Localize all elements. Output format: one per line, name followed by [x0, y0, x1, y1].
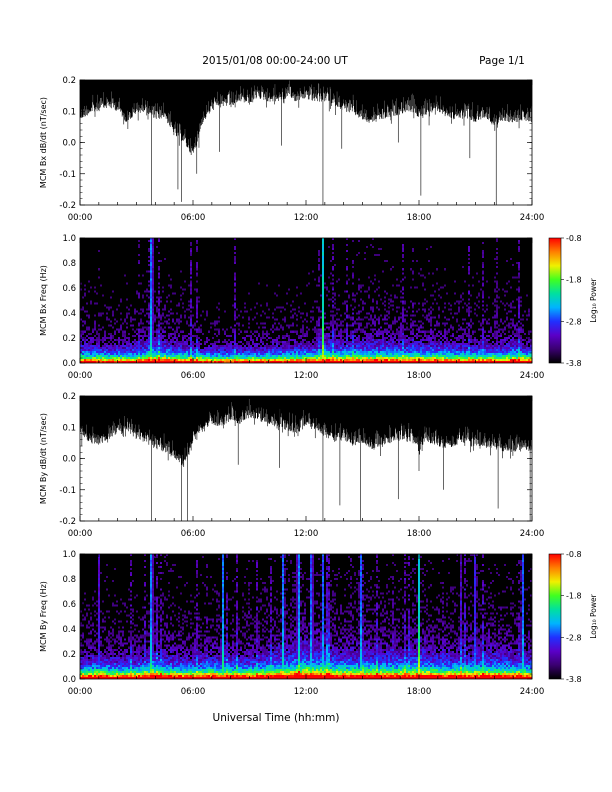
- x-tick-label: 18:00: [407, 529, 432, 539]
- x-tick-label: 00:00: [68, 687, 93, 697]
- spectrogram-panel-3: 00:00 06:00 12:00 18:00 24:00 1.0 0.8 0.6 0.4 0.2…: [39, 550, 598, 697]
- x-tick-label: 24:00: [520, 213, 545, 223]
- colorbar-tick-label: -3.8: [566, 675, 582, 684]
- x-tick-label: 12:00: [294, 529, 319, 539]
- y-axis-title: MCM Bx dB/dt (nT/sec): [39, 97, 48, 188]
- colorbar-tick-label: -3.8: [566, 359, 582, 368]
- y-axis-title: MCM By Freq (Hz): [39, 581, 48, 652]
- y-tick-label: -0.2: [59, 517, 76, 527]
- x-tick-label: 12:00: [294, 687, 319, 697]
- y-tick-label: 0.2: [62, 392, 76, 402]
- y-tick-label: 0.2: [62, 76, 76, 86]
- x-tick-label: 06:00: [181, 371, 206, 381]
- y-tick-label: 0.0: [62, 359, 76, 369]
- x-tick-label: 18:00: [407, 213, 432, 223]
- x-tick-label: 24:00: [520, 371, 545, 381]
- x-axis-title: Universal Time (hh:mm): [213, 712, 340, 724]
- y-tick-label: 0.6: [62, 600, 76, 610]
- spectrogram-image: [80, 554, 532, 679]
- y-tick-label: 0.2: [62, 650, 76, 660]
- y-axis-title: MCM Bx Freq (Hz): [39, 265, 48, 336]
- x-tick-label: 06:00: [181, 529, 206, 539]
- y-tick-label: 1.0: [62, 550, 76, 560]
- colorbar-tick-label: -0.8: [566, 550, 582, 559]
- y-tick-label: 0.0: [62, 139, 76, 149]
- x-tick-label: 00:00: [68, 371, 93, 381]
- y-tick-label: -0.1: [59, 170, 76, 180]
- x-tick-label: 12:00: [294, 371, 319, 381]
- y-axis-title: MCM By dB/dt (nT/sec): [39, 413, 48, 504]
- x-tick-label: 12:00: [294, 213, 319, 223]
- y-tick-label: 0.0: [62, 455, 76, 465]
- colorbar-title: Log₁₀ Power: [589, 277, 598, 322]
- spectrogram-panel-1: 00:00 06:00 12:00 18:00 24:00 1.0 0.8 0.6 0.4 0.2…: [39, 234, 598, 381]
- y-tick-label: 0.8: [62, 575, 76, 585]
- colorbar-tick-label: -2.8: [566, 633, 582, 642]
- colorbar-title: Log₁₀ Power: [589, 593, 598, 638]
- colorbar-tick-label: -2.8: [566, 317, 582, 326]
- page-indicator: Page 1/1: [479, 55, 525, 67]
- x-tick-label: 18:00: [407, 687, 432, 697]
- y-tick-label: 0.0: [62, 675, 76, 685]
- x-tick-label: 00:00: [68, 529, 93, 539]
- colorbar-tick-label: -0.8: [566, 234, 582, 243]
- x-tick-label: 24:00: [520, 529, 545, 539]
- y-tick-label: 0.8: [62, 259, 76, 269]
- dbdt-trace: [79, 396, 533, 521]
- x-tick-label: 18:00: [407, 371, 432, 381]
- y-tick-label: -0.2: [59, 201, 76, 211]
- x-tick-label: 06:00: [181, 687, 206, 697]
- colorbar: [548, 237, 562, 364]
- dbdt-trace: [79, 80, 533, 205]
- colorbar: [548, 553, 562, 680]
- y-tick-label: 0.4: [62, 625, 76, 635]
- y-tick-label: 1.0: [62, 234, 76, 244]
- x-tick-label: 24:00: [520, 687, 545, 697]
- colorbar-tick-label: -1.8: [566, 276, 582, 285]
- y-tick-label: 0.1: [62, 107, 76, 117]
- timeseries-panel-2: 00:00 06:00 12:00 18:00 24:00 0.2 0.1 0.0 -0.1 -0…: [39, 392, 544, 539]
- x-tick-label: 00:00: [68, 213, 93, 223]
- y-tick-label: -0.1: [59, 486, 76, 496]
- y-tick-label: 0.2: [62, 334, 76, 344]
- colorbar-tick-label: -1.8: [566, 592, 582, 601]
- panels: 00:00 06:00 12:00 18:00 24:00 0.2 0.1 0.0 -0.1 -0…: [39, 76, 598, 697]
- chart-title: 2015/01/08 00:00-24:00 UT: [202, 55, 348, 67]
- spectrogram-image: [80, 238, 532, 363]
- timeseries-panel-0: 00:00 06:00 12:00 18:00 24:00 0.2 0.1 0.0 -0.1 -0…: [39, 76, 544, 223]
- y-tick-label: 0.6: [62, 284, 76, 294]
- y-tick-label: 0.1: [62, 423, 76, 433]
- x-tick-label: 06:00: [181, 213, 206, 223]
- y-tick-label: 0.4: [62, 309, 76, 319]
